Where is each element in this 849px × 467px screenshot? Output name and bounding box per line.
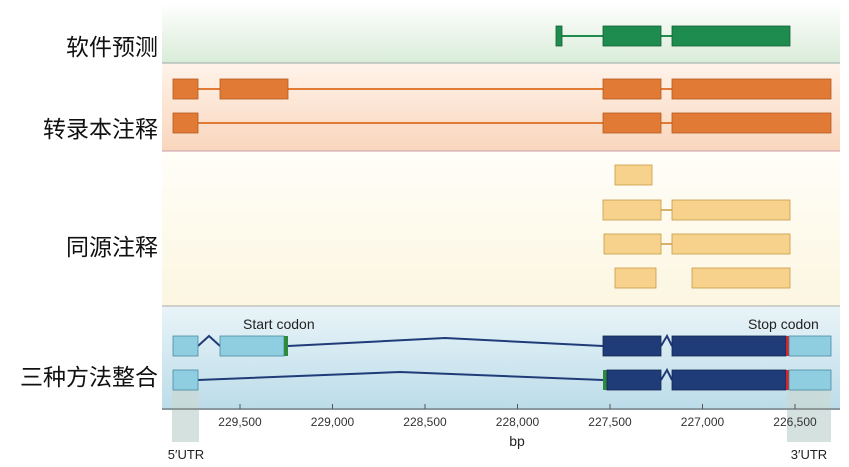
start-codon-marker [603, 370, 607, 390]
row-label-combined: 三种方法整合 [20, 365, 158, 391]
start-codon-marker [284, 336, 288, 356]
row-label-homology: 同源注释 [66, 235, 158, 261]
utr5-shade [172, 390, 199, 442]
axis-tick-label: 227,500 [588, 415, 632, 429]
cds-exon [671, 369, 787, 391]
x-axis: 229,500 229,000 228,500 228,000 227,500 227,0… [162, 404, 840, 449]
utr3-label: 3′UTR [791, 447, 827, 462]
stop-codon-label: Stop codon [748, 316, 819, 332]
axis-tick-label: 229,000 [311, 415, 355, 429]
homology-exon [603, 233, 662, 255]
homology-model-3 [603, 233, 791, 255]
utr-exon [788, 335, 832, 357]
axis-ticks: 229,500 229,000 228,500 228,000 227,500 227,0… [218, 404, 817, 429]
row-label-transcript: 转录本注释 [43, 117, 158, 143]
utr-exon [219, 335, 285, 357]
transcript-exon [671, 78, 832, 100]
homology-model-1 [614, 164, 653, 186]
row-label-prediction: 软件预测 [66, 35, 158, 61]
prediction-gene-model [555, 25, 791, 47]
prediction-exon [555, 25, 563, 47]
combined-model-1 [172, 333, 832, 357]
utr-exon [172, 335, 199, 357]
prediction-exon [671, 25, 791, 47]
utr-exon [172, 369, 199, 391]
stop-codon-marker [786, 370, 789, 390]
transcript-model-2 [172, 112, 832, 134]
axis-tick-label: 227,000 [681, 415, 725, 429]
homology-exon [602, 199, 662, 221]
stop-codon-marker [786, 336, 789, 356]
cds-exon [671, 335, 787, 357]
transcript-exon [219, 78, 289, 100]
transcript-exon [172, 78, 199, 100]
prediction-exon [602, 25, 662, 47]
axis-tick-label: 226,500 [773, 415, 817, 429]
homology-exon [691, 267, 791, 289]
start-codon-label: Start codon [243, 316, 315, 332]
cds-exon [602, 335, 662, 357]
utr5-label: 5′UTR [168, 447, 204, 462]
homology-model-4 [614, 267, 791, 289]
transcript-exon [602, 112, 662, 134]
utr3-shade [787, 390, 831, 442]
homology-exon [671, 233, 791, 255]
homology-model-2 [602, 199, 791, 221]
transcript-exon [671, 112, 832, 134]
transcript-model-1 [172, 78, 832, 100]
homology-exon [614, 267, 657, 289]
axis-tick-label: 228,500 [403, 415, 447, 429]
transcript-exon [602, 78, 662, 100]
axis-tick-label: 229,500 [218, 415, 262, 429]
combined-model-2 [172, 367, 832, 391]
utr-exon [788, 369, 832, 391]
axis-unit-label: bp [509, 433, 525, 449]
panel-combined [162, 306, 840, 410]
homology-exon [614, 164, 653, 186]
transcript-exon [172, 112, 199, 134]
cds-exon [606, 369, 662, 391]
axis-tick-label: 228,000 [496, 415, 540, 429]
homology-exon [671, 199, 791, 221]
panel-transcript [162, 63, 840, 151]
